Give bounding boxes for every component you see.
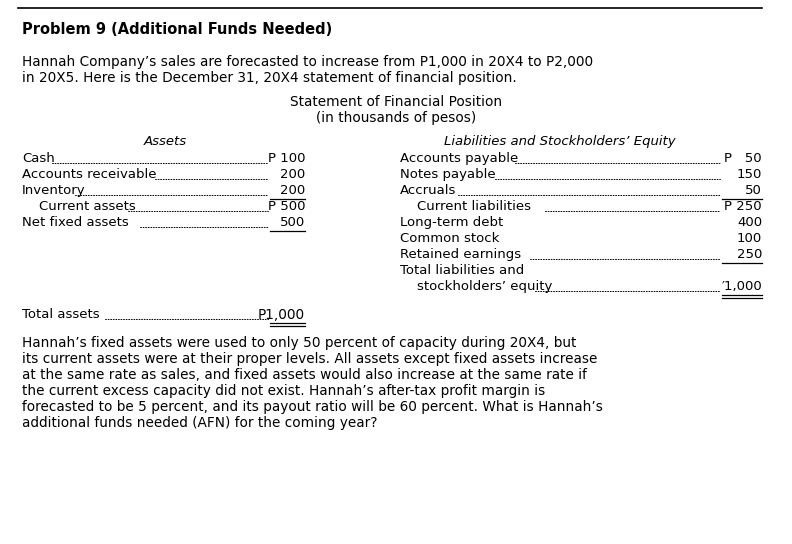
Text: 200: 200 [280,168,305,181]
Text: 150: 150 [737,168,762,181]
Text: Hannah’s fixed assets were used to only 50 percent of capacity during 20X4, but: Hannah’s fixed assets were used to only … [22,336,577,350]
Text: P 250: P 250 [725,200,762,213]
Text: Total assets: Total assets [22,308,100,321]
Text: the current excess capacity did not exist. Hannah’s after-tax profit margin is: the current excess capacity did not exis… [22,384,545,398]
Text: P 500: P 500 [268,200,305,213]
Text: 50: 50 [745,184,762,197]
Text: Retained earnings: Retained earnings [400,248,521,261]
Text: P   50: P 50 [725,152,762,165]
Text: Accruals: Accruals [400,184,456,197]
Text: Problem 9 (Additional Funds Needed): Problem 9 (Additional Funds Needed) [22,22,333,37]
Text: P1,000: P1,000 [258,308,305,322]
Text: stockholders’ equity: stockholders’ equity [400,280,552,293]
Text: (in thousands of pesos): (in thousands of pesos) [316,111,476,125]
Text: 500: 500 [280,216,305,229]
Text: 250: 250 [737,248,762,261]
Text: in 20X5. Here is the December 31, 20X4 statement of financial position.: in 20X5. Here is the December 31, 20X4 s… [22,71,516,85]
Text: at the same rate as sales, and fixed assets would also increase at the same rate: at the same rate as sales, and fixed ass… [22,368,587,382]
Text: Accounts payable: Accounts payable [400,152,518,165]
Text: Long-term debt: Long-term debt [400,216,506,229]
Text: Liabilities and Stockholders’ Equity: Liabilities and Stockholders’ Equity [444,135,676,148]
Text: 200: 200 [280,184,305,197]
Text: Total liabilities and: Total liabilities and [400,264,524,277]
Text: Statement of Financial Position: Statement of Financial Position [290,95,502,109]
Text: 100: 100 [737,232,762,245]
Text: Cash: Cash [22,152,55,165]
Text: forecasted to be 5 percent, and its payout ratio will be 60 percent. What is Han: forecasted to be 5 percent, and its payo… [22,400,603,414]
Text: Current assets: Current assets [22,200,135,213]
Text: Assets: Assets [143,135,187,148]
Text: Notes payable: Notes payable [400,168,496,181]
Text: P 100: P 100 [268,152,305,165]
Text: ′1,000: ′1,000 [722,280,762,293]
Text: Net fixed assets: Net fixed assets [22,216,129,229]
Text: additional funds needed (AFN) for the coming year?: additional funds needed (AFN) for the co… [22,416,378,430]
Text: Accounts receivable: Accounts receivable [22,168,157,181]
Text: Inventory: Inventory [22,184,86,197]
Text: its current assets were at their proper levels. All assets except fixed assets i: its current assets were at their proper … [22,352,597,366]
Text: Current liabilities: Current liabilities [400,200,531,213]
Text: Common stock: Common stock [400,232,502,245]
Text: 400: 400 [737,216,762,229]
Text: Hannah Company’s sales are forecasted to increase from P1,000 in 20X4 to P2,000: Hannah Company’s sales are forecasted to… [22,55,593,69]
